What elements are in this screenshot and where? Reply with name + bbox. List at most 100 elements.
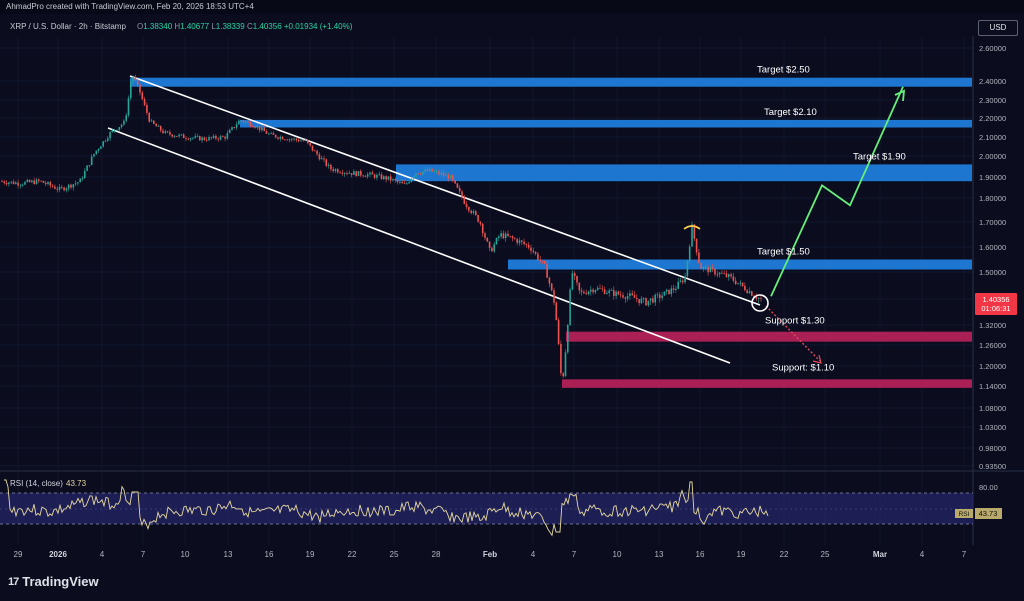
- price-chart[interactable]: Target $2.50 Target $2.10 Target $1.90 Targ…: [0, 0, 1024, 566]
- candle-body: [113, 130, 116, 132]
- candle-body: [65, 188, 68, 191]
- symbol-title[interactable]: XRP / U.S. Dollar · 2h · Bitstamp: [10, 22, 126, 31]
- candle-body: [534, 252, 537, 254]
- footer: [0, 566, 1024, 601]
- candle-body: [304, 140, 307, 141]
- candle-body: [573, 273, 576, 276]
- candle-body: [325, 159, 328, 166]
- candle-body: [247, 121, 249, 123]
- candle-body: [636, 297, 638, 300]
- candle-body: [139, 84, 141, 93]
- price-tick-label: 1.70000: [979, 218, 1006, 227]
- candle-body: [544, 260, 546, 264]
- candle-body: [240, 120, 242, 122]
- currency-button[interactable]: USD: [978, 20, 1018, 36]
- time-tick-label: 2026: [49, 550, 67, 559]
- candle-body: [291, 139, 293, 141]
- candle-body: [649, 298, 652, 301]
- candle-body: [355, 171, 357, 176]
- candle-body: [314, 150, 316, 152]
- wick-highlight: [683, 225, 701, 230]
- candle-body: [389, 176, 392, 181]
- candle-body: [730, 274, 732, 277]
- candle-body: [447, 174, 449, 179]
- time-tick-label: Mar: [873, 550, 887, 559]
- candle-body: [590, 289, 592, 292]
- candle-body: [714, 269, 716, 275]
- candle-body: [495, 237, 498, 245]
- candle-body: [728, 274, 730, 277]
- candle-body: [578, 282, 581, 291]
- candle-body: [357, 171, 360, 176]
- candle-body: [353, 171, 355, 175]
- candle-body: [679, 280, 682, 282]
- candle-body: [470, 210, 472, 214]
- candle-body: [134, 77, 137, 81]
- candle-body: [652, 298, 654, 303]
- candle-body: [484, 233, 486, 238]
- candle-body: [716, 274, 719, 276]
- candle-body: [100, 146, 102, 149]
- candle-body: [502, 233, 505, 239]
- candle-body: [665, 289, 668, 292]
- price-axis[interactable]: 2.60000 2.40000 2.30000 2.20000 2.10000 2.000…: [979, 44, 1006, 471]
- candle-body: [47, 182, 49, 185]
- rsi-value: 43.73: [66, 479, 87, 488]
- candle-body: [629, 293, 631, 297]
- candle-body: [332, 169, 334, 172]
- price-tick-label: 1.50000: [979, 268, 1006, 277]
- candle-body: [488, 241, 491, 248]
- candle-body: [5, 182, 8, 185]
- candle-body: [169, 132, 171, 135]
- candle-body: [102, 141, 104, 147]
- candle-body: [599, 287, 601, 289]
- candle-body: [613, 290, 615, 296]
- time-tick-label: 4: [531, 550, 536, 559]
- candle-body: [199, 136, 201, 141]
- candles-layer: [1, 74, 762, 379]
- rsi-tick-80: 80.00: [979, 483, 998, 492]
- candle-body: [166, 131, 169, 133]
- candle-body: [532, 250, 535, 253]
- candle-body: [3, 181, 6, 183]
- candle-body: [516, 239, 518, 243]
- zone-labels-layer: Target $2.50 Target $2.10 Target $1.90 Targ…: [757, 65, 906, 374]
- candle-body: [394, 178, 397, 181]
- rsi-pane[interactable]: RSI (14, close) 43.73 80.00 RSI 43.73: [0, 479, 1002, 537]
- candle-body: [15, 182, 17, 185]
- candle-body: [268, 133, 270, 135]
- candle-body: [438, 171, 440, 175]
- time-tick-label: 10: [613, 550, 622, 559]
- time-tick-label: 22: [780, 550, 789, 559]
- candle-body: [185, 138, 187, 139]
- candle-body: [737, 283, 739, 285]
- candle-body: [279, 136, 282, 139]
- candle-body: [477, 215, 479, 222]
- time-axis[interactable]: 29 2026 4 7 10 13 16 19 22 25 28 Feb 4 7 10 13 16 19 22 25 M…: [14, 550, 967, 559]
- candle-body: [707, 266, 709, 273]
- candle-body: [63, 187, 65, 191]
- candle-body: [180, 134, 183, 136]
- time-tick-label: 19: [737, 550, 746, 559]
- candle-body: [219, 136, 222, 140]
- price-tick-label: 2.20000: [979, 114, 1006, 123]
- candle-body: [458, 187, 461, 192]
- chart-grid: [0, 36, 973, 545]
- time-tick-label: 29: [14, 550, 23, 559]
- candle-body: [491, 247, 493, 252]
- candle-body: [111, 130, 114, 132]
- candle-body: [256, 126, 259, 128]
- candle-body: [433, 171, 436, 173]
- candle-body: [507, 233, 509, 237]
- candle-body: [143, 99, 146, 105]
- candle-body: [695, 238, 698, 253]
- candle-body: [744, 285, 746, 291]
- candle-body: [8, 182, 10, 185]
- candle-body: [228, 129, 231, 134]
- ohlc-readout: O1.38340 H1.40677 L1.38339 C1.40356 +0.0…: [137, 22, 352, 31]
- price-tag-value: 1.40356: [982, 295, 1009, 304]
- tradingview-logo[interactable]: 17 TradingView: [8, 574, 99, 589]
- candle-body: [189, 138, 192, 140]
- candle-body: [284, 139, 286, 141]
- candle-body: [176, 136, 178, 137]
